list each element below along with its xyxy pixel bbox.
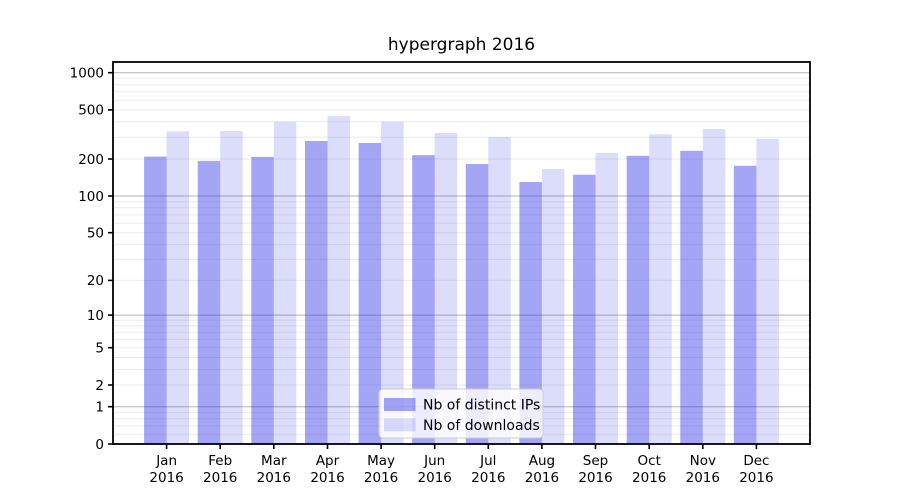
bar-may-downloads [381, 121, 404, 445]
bar-sep-downloads [595, 152, 618, 444]
bar-sep-ips [573, 174, 596, 444]
bars [144, 116, 779, 445]
bar-feb-downloads [220, 130, 243, 444]
x-tick-label-month: Feb [208, 453, 232, 469]
y-tick-label: 200 [78, 152, 104, 168]
y-tick-label: 5 [95, 341, 104, 357]
x-tick-label-month: Nov [690, 453, 716, 469]
x-tick-label-month: Jun [423, 453, 445, 469]
x-tick-label-year: 2016 [686, 470, 720, 486]
x-tick-label-month: Oct [638, 453, 661, 469]
bar-jan-downloads [166, 131, 190, 444]
bar-jul-ips [465, 164, 489, 444]
x-tick-label-month: Jan [155, 453, 177, 469]
bar-mar-ips [251, 156, 274, 444]
bar-nov-downloads [702, 129, 726, 444]
x-tick-label-month: Jul [479, 453, 496, 469]
y-tick-label: 100 [78, 189, 104, 205]
bar-jun-downloads [434, 133, 458, 444]
bar-nov-ips [680, 150, 703, 445]
y-axis: 0 1 2 5 10 20 50 100 200 500 1000 [70, 66, 113, 453]
bar-jun-ips [412, 155, 435, 444]
y-tick-label: 20 [87, 273, 104, 289]
legend-swatch-distinct-ips [384, 398, 416, 411]
x-tick-label-month: Mar [261, 453, 287, 469]
y-tick-label: 50 [87, 226, 104, 242]
bar-dec-downloads [756, 138, 779, 444]
y-gridlines-minor [113, 77, 810, 435]
bar-oct-ips [626, 155, 650, 445]
plot-border [112, 61, 811, 445]
bar-dec-ips [733, 165, 757, 445]
x-tick-label-month: Dec [743, 453, 769, 469]
x-tick-label-year: 2016 [632, 470, 666, 486]
y-tick-label: 0 [95, 437, 104, 453]
x-tick-label-month: Aug [529, 453, 555, 469]
bar-aug-ips [519, 182, 542, 444]
bar-apr-ips [305, 141, 328, 444]
bar-jan-ips [144, 156, 167, 444]
x-tick-label-year: 2016 [257, 470, 291, 486]
x-tick-label-year: 2016 [310, 470, 344, 486]
x-tick-label-year: 2016 [364, 470, 398, 486]
legend-label: Nb of downloads [423, 418, 540, 434]
chart-title: hypergraph 2016 [387, 35, 536, 55]
x-tick-label-year: 2016 [149, 470, 183, 486]
x-tick-label-year: 2016 [418, 470, 452, 486]
x-tick-label-year: 2016 [203, 470, 237, 486]
legend-label: Nb of distinct IPs [423, 398, 540, 414]
legend: Nb of distinct IPs Nb of downloads [378, 388, 544, 439]
x-tick-label-year: 2016 [739, 470, 773, 486]
bar-aug-downloads [541, 168, 565, 444]
bar-mar-downloads [273, 121, 297, 445]
x-tick-label-month: Apr [316, 453, 340, 469]
x-tick-label-year: 2016 [471, 470, 505, 486]
series-distinct-ips [144, 141, 757, 445]
x-tick-label-month: May [367, 453, 395, 469]
x-tick-label-year: 2016 [578, 470, 612, 486]
bar-oct-downloads [649, 134, 672, 445]
bar-jul-downloads [488, 137, 511, 444]
y-tick-label: 500 [78, 103, 104, 119]
y-tick-label: 2 [95, 378, 104, 394]
series-downloads [166, 116, 779, 445]
bar-may-ips [358, 142, 382, 444]
x-tick-label-month: Sep [583, 453, 608, 469]
y-tick-label: 1000 [70, 66, 104, 82]
y-tick-label: 1 [95, 400, 104, 416]
bar-apr-downloads [327, 116, 350, 444]
y-tick-label: 10 [87, 308, 104, 324]
x-axis: Jan2016Feb2016Mar2016Apr2016May2016Jun20… [149, 444, 774, 486]
bar-feb-ips [197, 160, 221, 444]
x-tick-label-year: 2016 [525, 470, 559, 486]
legend-box [378, 388, 544, 439]
legend-swatch-downloads [384, 418, 416, 432]
